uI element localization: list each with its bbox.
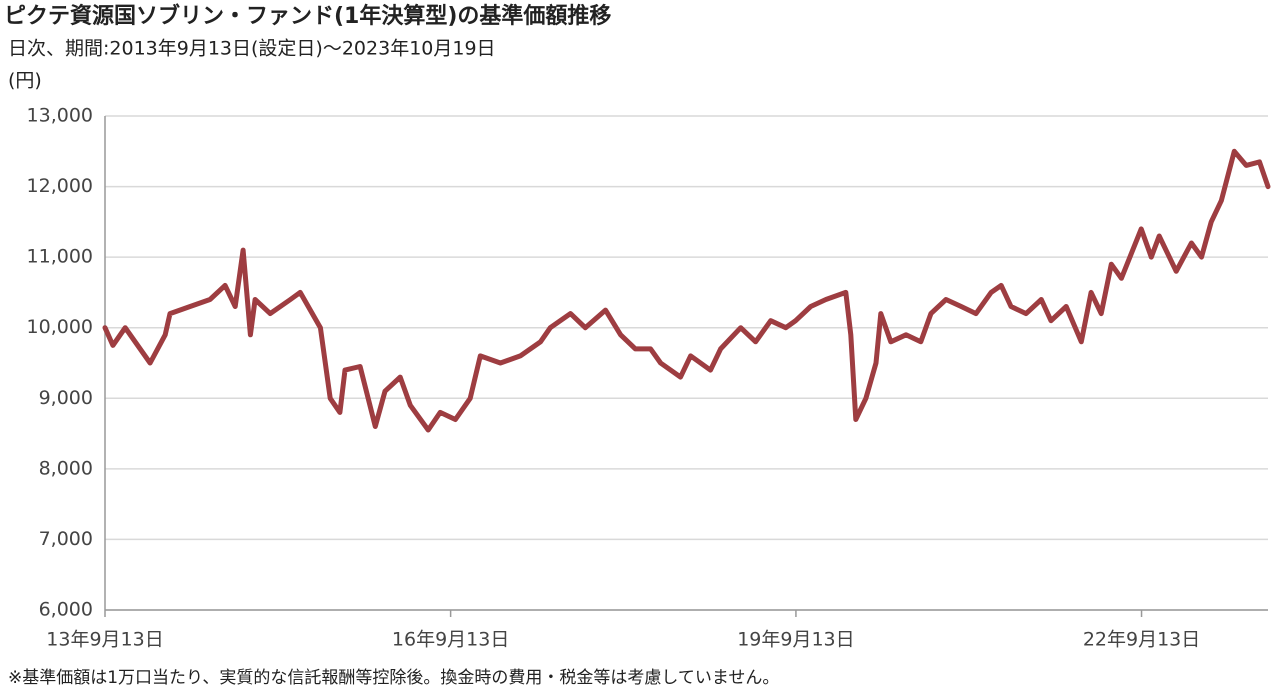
y-axis-label: (円): [8, 70, 42, 92]
y-tick-label: 11,000: [27, 246, 93, 268]
y-tick-label: 12,000: [27, 175, 93, 197]
x-tick-label: 16年9月13日: [392, 629, 509, 651]
line-series: [102, 148, 1271, 433]
y-tick-label: 7,000: [39, 528, 93, 550]
y-tick-label: 13,000: [27, 105, 93, 127]
chart-title: ピクテ資源国ソブリン・ファンド(1年決算型)の基準価額推移: [4, 3, 611, 29]
y-tick-label: 8,000: [39, 457, 93, 479]
chart-subtitle: 日次、期間:2013年9月13日(設定日)～2023年10月19日: [8, 38, 496, 60]
y-tick-label: 6,000: [39, 599, 93, 621]
x-tick-label: 22年9月13日: [1083, 629, 1200, 651]
x-tick-label: 19年9月13日: [737, 629, 854, 651]
footnote: ※基準価額は1万口当たり、実質的な信託報酬等控除後。換金時の費用・税金等は考慮し…: [8, 668, 779, 688]
y-tick-label: 9,000: [39, 387, 93, 409]
x-tick-label: 13年9月13日: [46, 629, 163, 651]
y-tick-label: 10,000: [27, 316, 93, 338]
